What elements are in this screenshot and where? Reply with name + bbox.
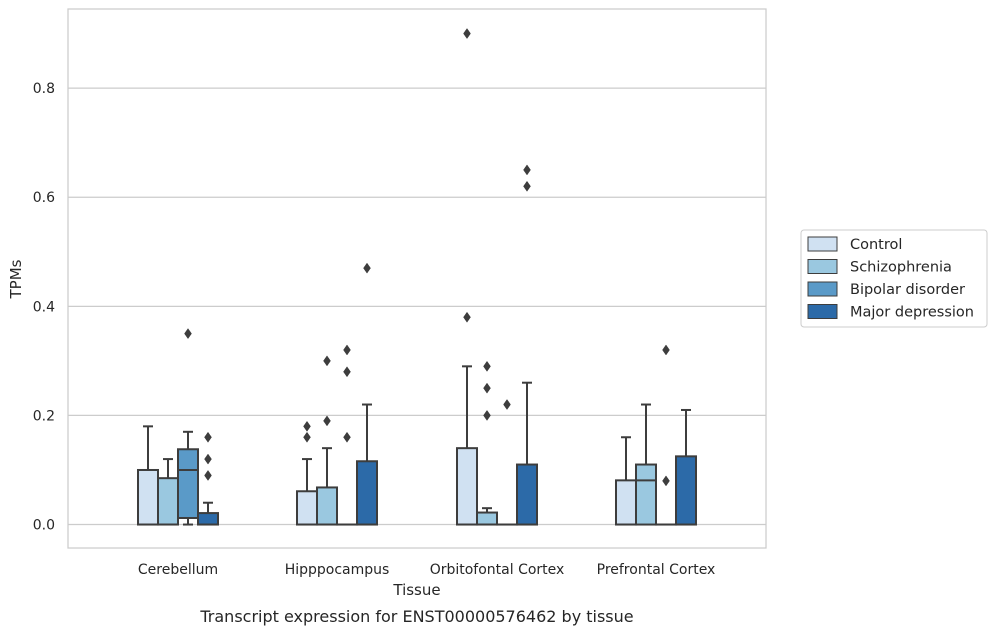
box-series <box>137 28 697 526</box>
legend-item: Control <box>807 236 902 253</box>
box <box>157 477 179 526</box>
legend-label: Schizophrenia <box>850 260 952 276</box>
series-control <box>137 28 637 526</box>
legend-item: Major depression <box>807 304 974 321</box>
outlier-point <box>204 453 212 465</box>
outlier-point <box>463 311 471 323</box>
outlier-point <box>483 360 491 372</box>
legend-item: Bipolar disorder <box>807 281 965 298</box>
legend-label: Control <box>850 237 902 253</box>
box <box>476 511 498 526</box>
series-major-depression <box>197 164 697 526</box>
y-tick-labels: 0.0 0.2 0.4 0.6 0.8 <box>33 81 55 533</box>
box <box>316 486 338 526</box>
x-tick-labels: Cerebellum Hipppocampus Orbitofontal Corte… <box>138 562 715 578</box>
outlier-point <box>303 420 311 432</box>
outlier-point <box>303 431 311 443</box>
box <box>516 463 538 526</box>
legend-swatch <box>807 281 838 297</box>
box-group <box>316 355 338 526</box>
box-group <box>137 425 159 526</box>
box <box>296 490 318 526</box>
box <box>615 479 637 526</box>
box <box>356 460 378 526</box>
outlier-point <box>343 366 351 378</box>
legend: Control Schizophrenia Bipolar disorder Majo… <box>800 229 988 328</box>
box-group <box>197 431 219 526</box>
box-group <box>456 28 478 526</box>
figure-caption: Transcript expression for ENST0000057646… <box>199 607 633 626</box>
x-tick-label: Hipppocampus <box>285 562 390 578</box>
outlier-point <box>343 431 351 443</box>
plot-frame <box>67 8 767 549</box>
box-group <box>296 420 318 526</box>
box <box>137 468 159 526</box>
box-group <box>157 458 179 526</box>
outlier-point <box>483 382 491 394</box>
box <box>635 463 657 526</box>
outlier-point <box>363 262 371 274</box>
x-tick-label: Orbitofontal Cortex <box>430 562 565 578</box>
box <box>456 447 478 526</box>
outlier-point <box>483 409 491 421</box>
x-tick-label: Prefrontal Cortex <box>597 562 716 578</box>
box-group <box>516 164 538 526</box>
outlier-point <box>662 344 670 356</box>
legend-swatch <box>807 236 838 252</box>
box-group <box>177 328 199 526</box>
y-tick-label: 0.4 <box>33 299 55 315</box>
x-tick-label: Cerebellum <box>138 562 218 578</box>
y-axis-label: TPMs <box>7 259 25 299</box>
box <box>197 512 219 526</box>
box-group <box>336 344 358 526</box>
outlier-point <box>523 164 531 176</box>
series-schizophrenia <box>157 355 657 526</box>
legend-label: Major depression <box>850 305 974 321</box>
box <box>177 448 199 519</box>
outlier-point <box>503 399 511 410</box>
outlier-point <box>184 328 192 340</box>
legend-swatch <box>807 259 838 274</box>
y-tick-label: 0.6 <box>33 190 55 206</box>
y-tick-label: 0.0 <box>33 518 55 534</box>
box <box>675 455 697 526</box>
series-bipolar-disorder <box>177 328 677 526</box>
y-tick-label: 0.2 <box>33 408 55 424</box>
box-group <box>655 344 677 526</box>
outlier-point <box>204 431 212 443</box>
box-group <box>496 399 518 526</box>
y-tick-label: 0.8 <box>33 81 55 97</box>
outlier-point <box>323 355 331 367</box>
outlier-point <box>662 475 670 487</box>
legend-item: Schizophrenia <box>807 259 952 276</box>
legend-items: Control Schizophrenia Bipolar disorder Majo… <box>807 236 974 321</box>
x-axis-label: Tissue <box>392 581 440 599</box>
outlier-point <box>323 415 331 427</box>
legend-label: Bipolar disorder <box>850 282 965 298</box>
box-group <box>635 403 657 526</box>
outlier-point <box>204 470 212 481</box>
legend-frame <box>800 229 988 328</box>
box-group <box>675 408 697 526</box>
box-group <box>356 262 378 526</box>
outlier-point <box>343 344 351 356</box>
outlier-point <box>463 28 471 39</box>
legend-swatch <box>807 304 838 319</box>
box-group <box>476 360 498 526</box>
outlier-point <box>523 180 531 192</box>
box-group <box>615 436 637 526</box>
